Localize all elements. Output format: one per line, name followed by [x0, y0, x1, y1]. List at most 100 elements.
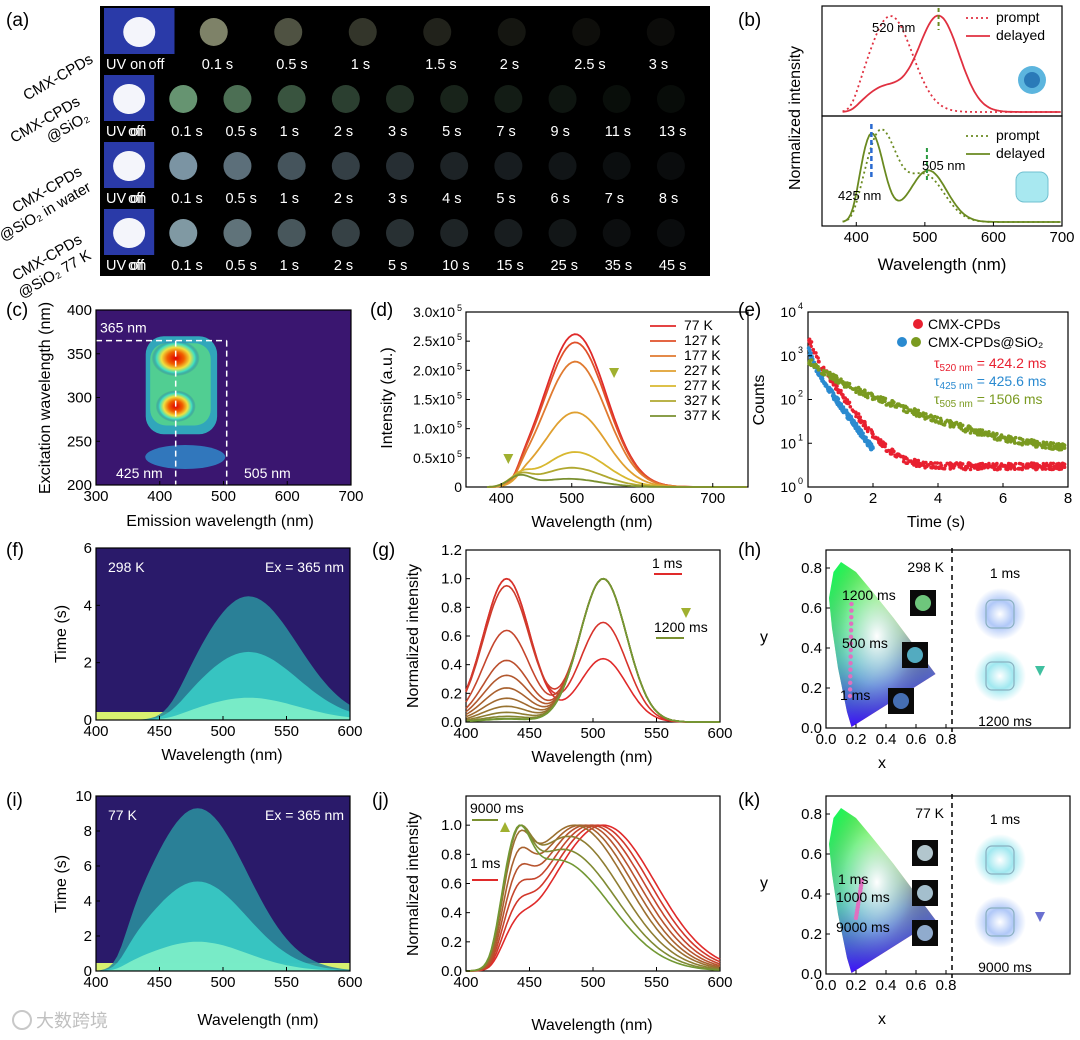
- cie-point: [848, 654, 852, 658]
- data-point-cmx: [980, 467, 984, 471]
- data-point-cmx: [812, 348, 816, 352]
- panel-j-ylabel: Normalized intensity: [405, 812, 422, 956]
- y-tick-label: 2.5x10: [413, 333, 455, 349]
- data-point-sio2-505: [837, 379, 841, 383]
- time-label: 0.5 s: [225, 124, 256, 140]
- data-point-cmx: [929, 461, 933, 465]
- data-point-sio2-425: [858, 428, 862, 432]
- data-point-sio2-505: [897, 403, 901, 407]
- legend-marker-cmx: [913, 319, 923, 329]
- data-point-cmx: [864, 424, 868, 428]
- x-tick-label: 600: [981, 229, 1006, 246]
- panel-g-frame: [466, 550, 720, 722]
- data-point-sio2-505: [939, 417, 943, 421]
- y-tick-label: 0.2: [801, 680, 822, 697]
- data-point-sio2-505: [907, 409, 911, 413]
- panel-j-xlabel: Wavelength (nm): [531, 1017, 652, 1034]
- y-tick-label: 0.0: [801, 720, 822, 737]
- panel-c-xlabel: Emission wavelength (nm): [126, 513, 314, 530]
- watermark: 大数跨境: [13, 1011, 108, 1031]
- data-point-sio2-425: [861, 436, 865, 440]
- panel-label: (a): [6, 10, 29, 31]
- x-tick-label: 500: [912, 229, 937, 246]
- tau-label: τ425 nm = 425.6 ms: [934, 373, 1046, 392]
- panel-b-chart: 520 nm 425 nm 505 nm prompt delayed prompt del…: [787, 6, 1075, 274]
- data-point-sio2-505: [937, 420, 941, 424]
- annotation-425: 425 nm: [838, 188, 881, 203]
- time-label: 2 s: [334, 258, 353, 274]
- data-point-sio2-425: [825, 383, 829, 387]
- spectrum-curve: [466, 579, 720, 722]
- time-label: 1 ms: [838, 871, 868, 887]
- data-point-cmx: [1035, 466, 1039, 470]
- data-point-cmx: [841, 395, 845, 399]
- photo-sample-glow: [386, 219, 414, 247]
- data-point-sio2-505: [1043, 442, 1047, 446]
- data-point-cmx: [837, 389, 841, 393]
- excitation-label: Ex = 365 nm: [265, 559, 344, 575]
- data-point-cmx: [1021, 463, 1025, 467]
- data-point-sio2-505: [987, 430, 991, 434]
- time-label: 1 s: [280, 124, 299, 140]
- x-tick-label: 500: [580, 725, 605, 742]
- data-point-sio2-505: [854, 390, 858, 394]
- data-point-sio2-505: [902, 405, 906, 409]
- y-tick-label: 1.0: [441, 571, 462, 588]
- time-label: 5 s: [496, 191, 515, 207]
- row-label-0: CMX-CPDs: [20, 51, 96, 104]
- row-label-line: CMX-CPDs: [20, 51, 96, 104]
- data-point-cmx: [1018, 462, 1022, 466]
- sample-photo-glow: [917, 885, 933, 901]
- data-point-cmx: [817, 360, 821, 364]
- photo-sample-glow: [603, 152, 631, 180]
- data-point-sio2-505: [825, 370, 829, 374]
- row-label-3: CMX-CPDs@SiO₂ 77 K: [6, 231, 94, 302]
- x-tick-label: 2: [869, 490, 877, 507]
- legend-delayed: delayed: [996, 145, 1045, 161]
- y-tick-label: 250: [67, 433, 92, 450]
- data-point-cmx: [1032, 466, 1036, 470]
- time-label: off: [149, 57, 166, 73]
- photo-sample-glow: [494, 85, 522, 113]
- photo-uv-glow: [113, 84, 145, 114]
- data-point-cmx: [937, 466, 941, 470]
- photo-sample-glow: [549, 219, 577, 247]
- panel-i-time-map: 77 K Ex = 365 nm400 450 500 550 6000246810 Wa…: [53, 788, 363, 1029]
- tau-subscript: 505 nm: [940, 399, 973, 410]
- panel-k-ylabel: y: [760, 875, 768, 892]
- panel-f-time-map: 298 K Ex = 365 nm400 450 500 550 6000246 Wave…: [53, 540, 363, 764]
- data-point-cmx: [858, 419, 862, 423]
- tau-value: = 1506 ms: [973, 391, 1043, 407]
- arrow-down-2-head: [503, 454, 513, 464]
- data-point-cmx: [913, 458, 917, 462]
- trend-arrow-head: [500, 822, 510, 832]
- tau-label: τ505 nm = 1506 ms: [934, 391, 1043, 410]
- glow-cube-icon: [974, 896, 1026, 948]
- trend-arrow-head: [1035, 912, 1045, 922]
- data-point-cmx: [883, 445, 887, 449]
- annotation-505: 505 nm: [922, 158, 965, 173]
- tau-label: τ520 nm = 424.2 ms: [934, 355, 1046, 374]
- data-point-sio2-505: [869, 392, 873, 396]
- data-point-cmx: [894, 454, 898, 458]
- legend-1ms: 1 ms: [470, 855, 500, 871]
- data-point-sio2-505: [913, 407, 917, 411]
- side-label-top: 1 ms: [990, 565, 1020, 581]
- panel-label: (i): [6, 790, 23, 811]
- y-tick-label: 0.6: [801, 600, 822, 617]
- data-point-sio2-505: [852, 387, 856, 391]
- y-tick-label: 0.0: [801, 966, 822, 983]
- x-tick-label: 500: [210, 723, 235, 740]
- y-tick-label: 10: [75, 788, 92, 805]
- time-label: 2 s: [500, 57, 519, 73]
- time-label: 0.5 s: [225, 191, 256, 207]
- data-point-cmx: [1059, 462, 1063, 466]
- annotation-365: 365 nm: [100, 319, 147, 335]
- annotation-425: 425 nm: [116, 465, 163, 481]
- photo-sample-glow: [386, 85, 414, 113]
- y-tick-label: 8: [84, 823, 92, 840]
- y-tick-label: 200: [67, 477, 92, 494]
- data-point-cmx: [873, 436, 877, 440]
- cie-point: [849, 628, 853, 632]
- data-point-cmx: [984, 463, 988, 467]
